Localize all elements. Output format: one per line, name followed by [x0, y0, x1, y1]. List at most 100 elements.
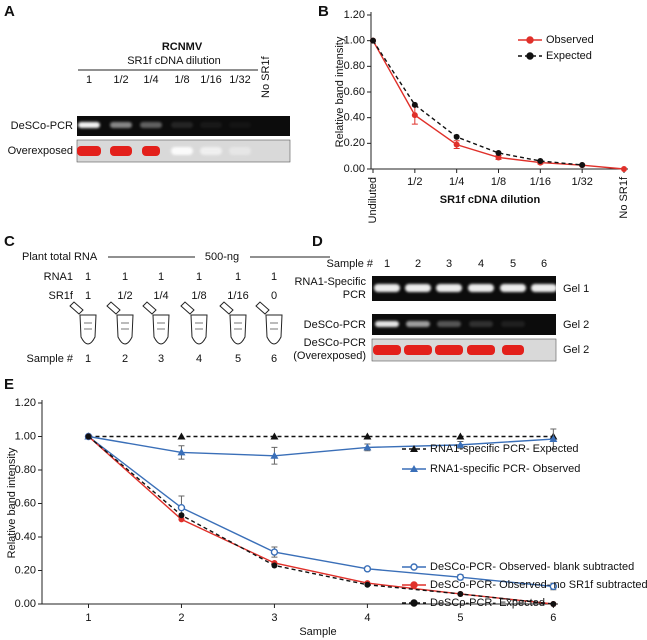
- legend-marker: [410, 599, 418, 607]
- tube-lid: [255, 301, 270, 315]
- data-point: [550, 601, 557, 607]
- series-line: [88, 435, 554, 605]
- x-tick-label: 1/32: [571, 176, 592, 188]
- data-point: [363, 565, 372, 573]
- row-label: Sample #: [27, 353, 74, 365]
- data-point: [549, 582, 558, 591]
- x-tick-label: 5: [457, 612, 463, 624]
- data-point: [363, 443, 372, 451]
- y-tick-label: 0.40: [15, 531, 36, 543]
- data-point: [456, 440, 465, 448]
- band: [200, 147, 222, 155]
- band: [77, 146, 101, 156]
- band: [200, 122, 222, 128]
- data-point: [456, 432, 465, 440]
- legend-label: DeSCo-PCR- Observed- no SR1f subtracted: [430, 579, 647, 591]
- x-axis-label: Sample: [299, 626, 336, 638]
- band: [404, 345, 432, 355]
- band: [502, 345, 524, 355]
- cell: 0: [271, 290, 277, 302]
- x-tick-label: 1/16: [530, 176, 551, 188]
- row-label: DeSCo-PCR: [304, 319, 366, 331]
- sample-number: 3: [446, 258, 452, 270]
- series-line: [88, 435, 554, 605]
- data-point: [453, 133, 460, 140]
- y-tick-label: 1.00: [344, 35, 365, 47]
- data-point: [370, 37, 376, 44]
- y-axis-label: Relative band intensity: [334, 36, 346, 147]
- band: [436, 284, 462, 292]
- row-label: DeSCo-PCR: [304, 337, 366, 349]
- band: [171, 147, 193, 155]
- y-tick-label: 0.00: [15, 598, 36, 610]
- lane-label: 1/32: [229, 74, 250, 86]
- band: [110, 122, 132, 128]
- data-point: [177, 432, 186, 440]
- y-tick-label: 0.80: [344, 60, 365, 72]
- row-label: (Overexposed): [293, 350, 366, 362]
- band: [437, 321, 461, 327]
- band: [142, 146, 160, 156]
- band: [531, 284, 557, 292]
- band: [468, 284, 494, 292]
- sample-number: 4: [196, 353, 202, 365]
- lane-label: 1/4: [143, 74, 158, 86]
- row-label: PCR: [343, 289, 366, 301]
- tube-lid: [180, 301, 195, 315]
- legend-marker: [526, 36, 534, 44]
- cell: 1: [271, 271, 277, 283]
- row-label: RNA1-Specific: [294, 276, 366, 288]
- lane-label: No SR1f: [260, 55, 272, 98]
- data-point: [270, 548, 279, 556]
- x-tick-label: No SR1f: [618, 176, 630, 219]
- band: [374, 284, 400, 292]
- legend-label: Expected: [546, 50, 592, 62]
- y-tick-label: 1.20: [15, 397, 36, 409]
- series-line: [88, 435, 554, 588]
- y-axis-label: Relative band intensity: [6, 447, 18, 558]
- x-tick-label: 4: [364, 612, 370, 624]
- sample-number: 6: [541, 258, 547, 270]
- band: [78, 122, 100, 128]
- data-point: [411, 101, 418, 108]
- cell: 1/16: [227, 290, 248, 302]
- x-tick-label: 1/4: [449, 176, 464, 188]
- y-tick-label: 0.60: [15, 497, 36, 509]
- data-point: [457, 590, 464, 597]
- band: [467, 345, 495, 355]
- series-line: [88, 435, 554, 457]
- x-tick-label: 2: [178, 612, 184, 624]
- data-point: [579, 161, 586, 168]
- tube-lid: [106, 301, 121, 315]
- band: [171, 122, 193, 128]
- data-point: [270, 432, 279, 440]
- data-point: [495, 154, 502, 161]
- data-point: [177, 503, 186, 512]
- x-axis-label: SR1f cDNA dilution: [440, 194, 541, 206]
- y-tick-label: 0.20: [15, 564, 36, 576]
- band: [406, 321, 430, 327]
- data-point: [495, 149, 502, 156]
- data-point: [549, 435, 558, 443]
- band: [500, 284, 526, 292]
- sample-number: 4: [478, 258, 484, 270]
- x-tick-label: Undiluted: [367, 177, 379, 223]
- sample-number: 3: [158, 353, 164, 365]
- legend-label: Observed: [546, 34, 594, 46]
- tube-lid: [69, 301, 84, 315]
- band: [501, 321, 525, 327]
- row-label: SR1f: [49, 290, 74, 302]
- data-point: [177, 448, 186, 456]
- x-tick-label: 1/2: [407, 176, 422, 188]
- panel-label: B: [318, 3, 329, 20]
- band: [229, 122, 251, 128]
- band: [405, 284, 431, 292]
- cell: 1/8: [191, 290, 206, 302]
- cell: 1: [85, 271, 91, 283]
- band: [373, 345, 401, 355]
- sample-number: 5: [510, 258, 516, 270]
- panel-label: C: [4, 233, 15, 250]
- gel: [371, 338, 557, 362]
- sample-number: 2: [415, 258, 421, 270]
